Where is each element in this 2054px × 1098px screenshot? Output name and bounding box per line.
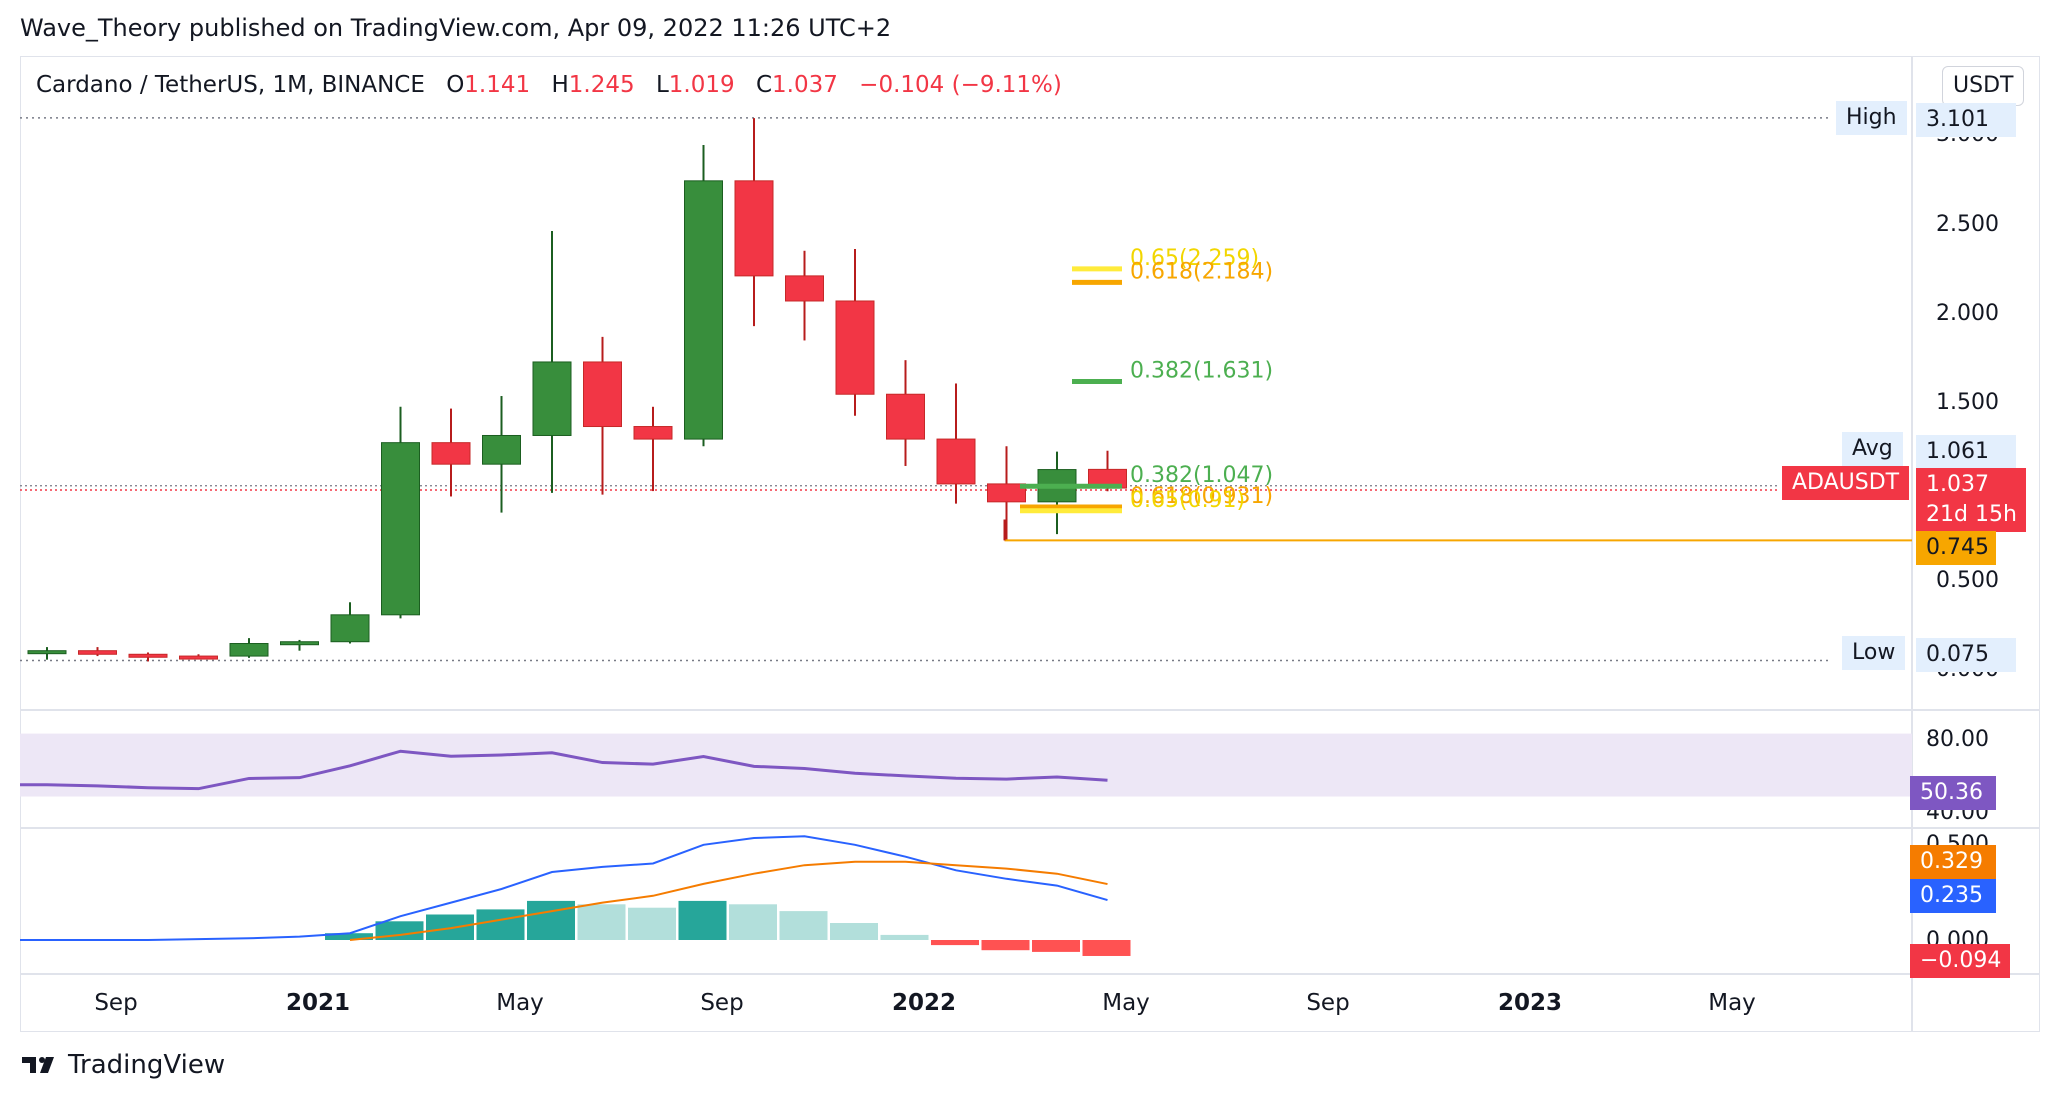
macd-histogram-bar bbox=[729, 904, 777, 940]
high-tag: High bbox=[1836, 101, 1907, 135]
candle-body bbox=[381, 442, 420, 616]
candle-body bbox=[633, 426, 673, 440]
high-value-tag: 3.101 bbox=[1916, 103, 2016, 137]
macd-histogram-bar bbox=[628, 907, 676, 940]
time-tick: Sep bbox=[1306, 990, 1350, 1016]
time-tick: Sep bbox=[94, 990, 138, 1016]
avg-tag: Avg bbox=[1842, 432, 1903, 466]
rsi-value-tag: 50.36 bbox=[1910, 776, 1996, 810]
legend-open-value: 1.141 bbox=[464, 72, 531, 98]
candle-body bbox=[583, 361, 622, 428]
price-pane: 0.65(2.259)0.618(2.184) 0.382(1.631) 0.382… bbox=[20, 117, 1912, 662]
candle-body bbox=[431, 442, 471, 465]
fib-level-label: 0.382(1.047) bbox=[1130, 463, 1273, 488]
fib-level-label: 0.618(0.931) bbox=[1130, 484, 1273, 509]
time-tick: Sep bbox=[700, 990, 744, 1016]
candle-body bbox=[179, 655, 218, 660]
tradingview-brand: TradingView bbox=[68, 1050, 226, 1080]
candle-body bbox=[886, 393, 925, 440]
signal-line bbox=[349, 860, 1108, 941]
legend-low-key: L bbox=[655, 72, 669, 98]
macd-histogram-bar bbox=[1032, 940, 1080, 952]
countdown-tag: 21d 15h bbox=[1916, 498, 2026, 532]
support-value-tag: 0.745 bbox=[1916, 531, 1996, 565]
low-value-tag: 0.075 bbox=[1916, 638, 2016, 672]
fib-level-label: 0.65(0.91) bbox=[1130, 488, 1245, 513]
tradingview-logo-icon bbox=[22, 1057, 54, 1073]
candle-body bbox=[27, 650, 67, 655]
candle-body bbox=[280, 641, 319, 646]
time-tick: May bbox=[1708, 990, 1756, 1016]
fib-level-label: 0.618(2.184) bbox=[1130, 259, 1273, 284]
avg-value-tag: 1.061 bbox=[1916, 435, 2016, 469]
candle-body bbox=[78, 650, 117, 655]
symbol-legend[interactable]: Cardano / TetherUS, 1M, BINANCE O1.141 H… bbox=[36, 72, 1062, 98]
candle-body bbox=[128, 653, 168, 658]
candle-body bbox=[987, 483, 1026, 503]
rsi-line bbox=[20, 749, 1108, 791]
legend-change: −0.104 (−9.11%) bbox=[859, 72, 1062, 98]
price-tick: 1.500 bbox=[1936, 390, 1999, 415]
macd-histogram-bar bbox=[325, 933, 373, 940]
candle-body bbox=[936, 438, 976, 485]
legend-low-value: 1.019 bbox=[668, 72, 735, 98]
time-tick: 2021 bbox=[285, 990, 351, 1016]
signal-value-tag: 0.329 bbox=[1910, 845, 1996, 879]
candle-body bbox=[785, 275, 824, 302]
candle-body bbox=[684, 180, 723, 440]
macd-histogram-bar bbox=[476, 909, 525, 940]
last-price-tag: 1.037 bbox=[1916, 468, 2026, 502]
low-tag: Low bbox=[1842, 636, 1906, 670]
symbol-tag: ADAUSDT bbox=[1782, 466, 1910, 500]
candle-body bbox=[482, 434, 521, 465]
pane-dividers bbox=[20, 56, 2040, 1032]
legend-close-value: 1.037 bbox=[772, 72, 838, 98]
candle-body bbox=[229, 643, 269, 657]
rsi-band bbox=[20, 733, 1912, 797]
macd-pane bbox=[20, 835, 1131, 956]
legend-open-key: O bbox=[446, 72, 465, 98]
candle-body bbox=[532, 361, 572, 436]
fib-level-label: 0.382(1.631) bbox=[1130, 359, 1273, 384]
macd-line bbox=[20, 835, 1108, 941]
rsi-tick: 80.00 bbox=[1926, 727, 1989, 752]
top-bar: Wave_Theory published on TradingView.com… bbox=[0, 0, 2054, 56]
histogram-value-tag: −0.094 bbox=[1910, 944, 2010, 978]
time-tick: 2022 bbox=[891, 990, 957, 1016]
macd-histogram-bar bbox=[981, 940, 1030, 951]
price-tick: 2.000 bbox=[1936, 301, 1999, 326]
macd-histogram-bar bbox=[779, 911, 828, 940]
publisher-line: Wave_Theory published on TradingView.com… bbox=[20, 14, 892, 42]
rsi-pane bbox=[20, 733, 1912, 797]
macd-histogram-bar bbox=[577, 904, 626, 940]
candle-body bbox=[835, 300, 875, 395]
macd-histogram-bar bbox=[880, 934, 929, 940]
macd-histogram-bar bbox=[678, 900, 727, 940]
macd-histogram-bar bbox=[931, 940, 979, 946]
currency-button[interactable]: USDT bbox=[1942, 66, 2025, 106]
price-tick: 2.500 bbox=[1936, 212, 1999, 237]
fib-level-label: 0.65(2.259) bbox=[1130, 246, 1259, 271]
macd-value-tag: 0.235 bbox=[1910, 879, 1996, 913]
chart-frame[interactable] bbox=[20, 56, 2040, 1032]
time-tick: May bbox=[496, 990, 544, 1016]
legend-high-key: H bbox=[551, 72, 569, 98]
legend-symbol: Cardano / TetherUS, 1M, BINANCE bbox=[36, 72, 425, 98]
candle-body bbox=[330, 614, 370, 643]
time-tick: May bbox=[1102, 990, 1150, 1016]
price-tick: 0.500 bbox=[1936, 568, 1999, 593]
time-tick: 2023 bbox=[1497, 990, 1563, 1016]
candle-body bbox=[734, 180, 774, 277]
tradingview-logo[interactable]: TradingView bbox=[20, 1050, 225, 1080]
macd-histogram-bar bbox=[830, 923, 878, 940]
macd-histogram-bar bbox=[527, 900, 575, 940]
legend-high-value: 1.245 bbox=[568, 72, 635, 98]
legend-close-key: C bbox=[755, 72, 772, 98]
macd-histogram-bar bbox=[1082, 940, 1131, 956]
